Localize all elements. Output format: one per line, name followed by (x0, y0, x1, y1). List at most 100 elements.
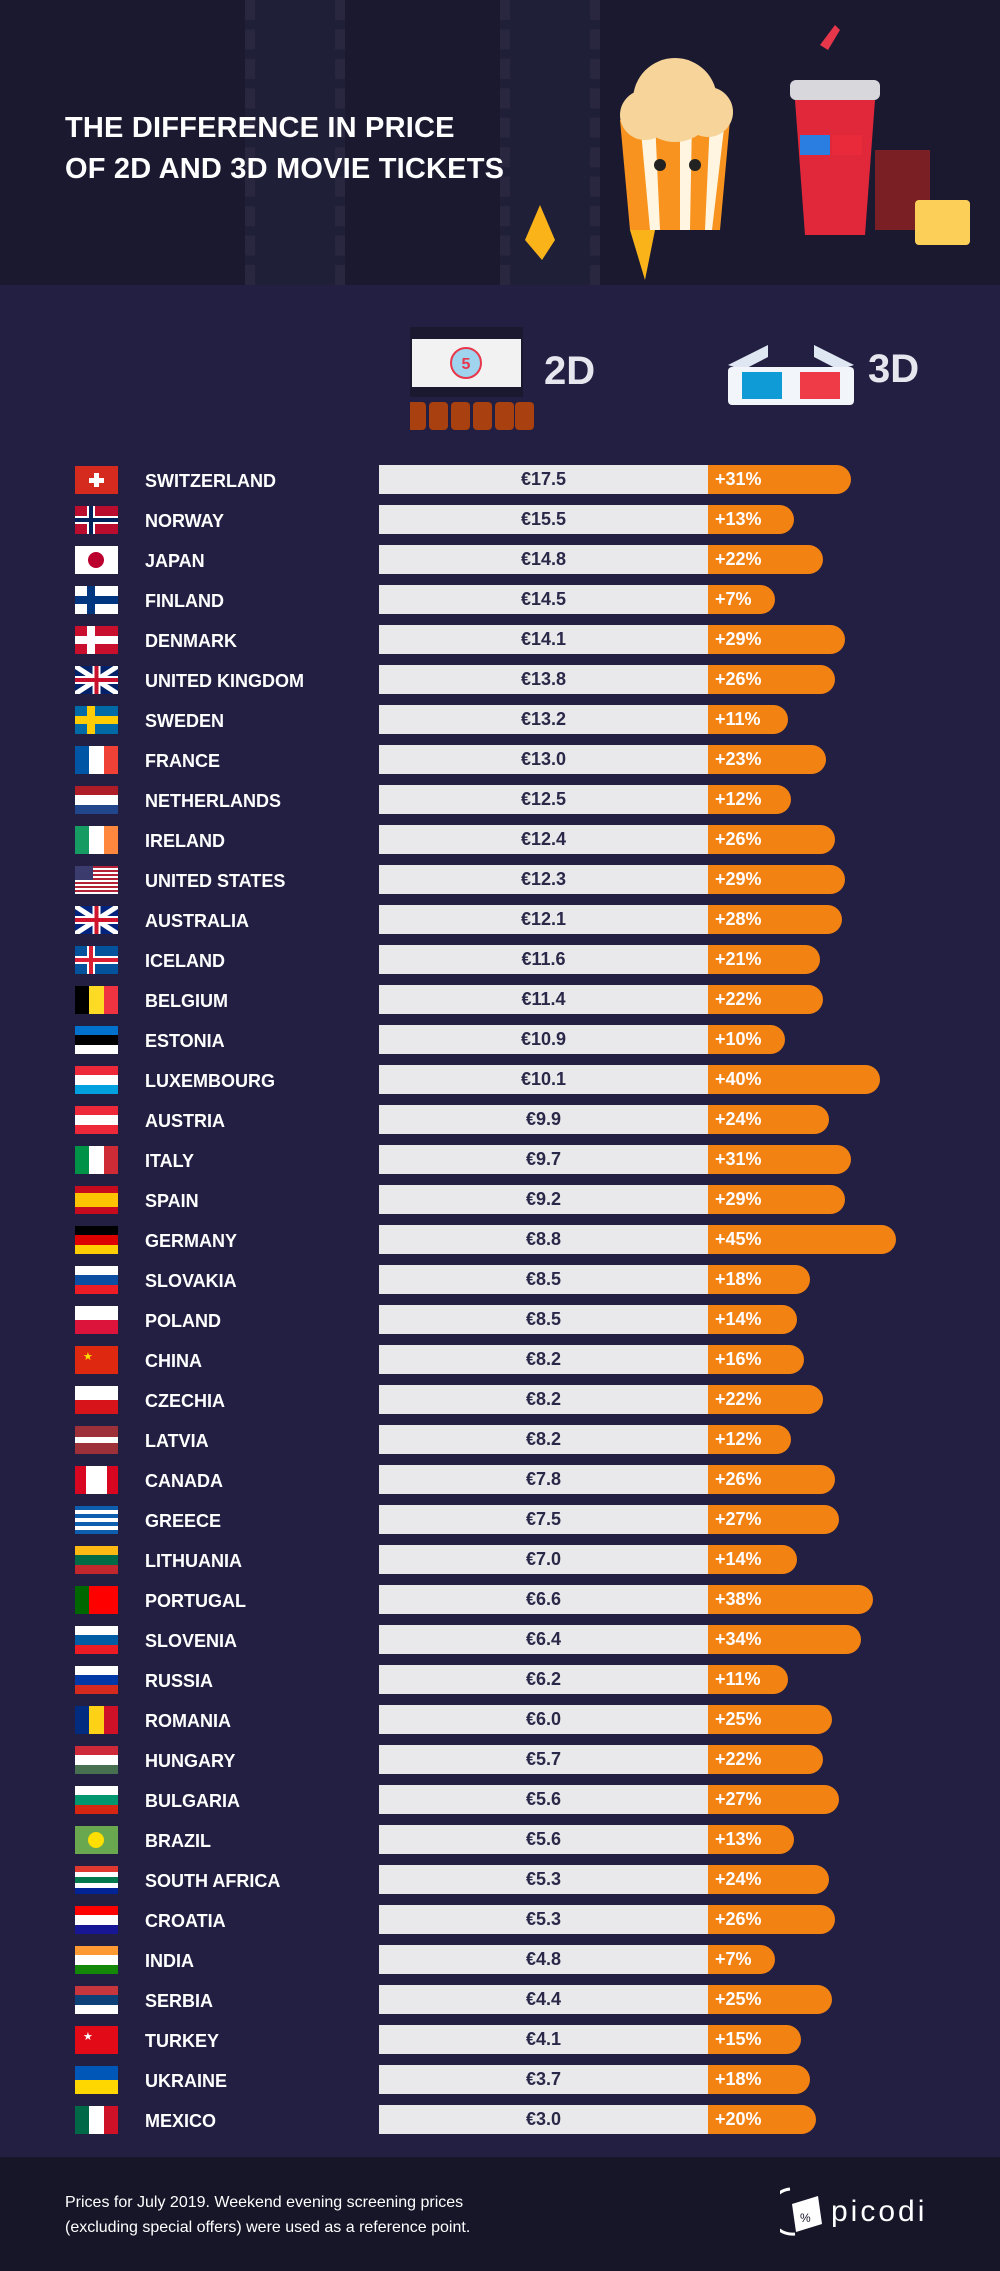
flag-icon (75, 1826, 118, 1854)
table-row: POLAND €8.5 +14% (0, 1305, 1000, 1335)
table-row: SWEDEN €13.2 +11% (0, 705, 1000, 735)
diff-3d-bar: +18% (708, 2065, 811, 2094)
flag-icon (75, 666, 118, 694)
flag-icon (75, 1786, 118, 1814)
flag-icon (75, 1546, 118, 1574)
table-row: SPAIN €9.2 +29% (0, 1185, 1000, 1215)
diff-3d-bar: +12% (708, 1425, 792, 1454)
flag-icon (75, 1226, 118, 1254)
diff-3d-bar: +10% (708, 1025, 785, 1054)
price-2d-bar: €13.2 (379, 705, 708, 734)
price-2d-bar: €6.0 (379, 1705, 708, 1734)
table-row: UNITED STATES €12.3 +29% (0, 865, 1000, 895)
price-2d-bar: €7.0 (379, 1545, 708, 1574)
cinema-screen-icon: 5 (407, 327, 534, 430)
price-2d-bar: €12.3 (379, 865, 708, 894)
table-row: GERMANY €8.8 +45% (0, 1225, 1000, 1255)
flag-icon (75, 1986, 118, 2014)
table-row: FINLAND €14.5 +7% (0, 585, 1000, 615)
table-row: ITALY €9.7 +31% (0, 1145, 1000, 1175)
country-name: LATVIA (145, 1431, 209, 1451)
country-name: BRAZIL (145, 1831, 211, 1851)
table-row: LATVIA €8.2 +12% (0, 1425, 1000, 1455)
country-name: GERMANY (145, 1231, 238, 1251)
table-row: SLOVAKIA €8.5 +18% (0, 1265, 1000, 1295)
table-row: BRAZIL €5.6 +13% (0, 1825, 1000, 1855)
diff-3d-bar: +11% (708, 1665, 788, 1694)
country-name: MEXICO (145, 2111, 217, 2131)
price-2d-bar: €8.2 (379, 1385, 708, 1414)
country-name: DENMARK (145, 631, 237, 651)
svg-text:5: 5 (462, 356, 471, 373)
flag-icon (75, 786, 118, 814)
flag-icon (75, 1866, 118, 1894)
country-name: NETHERLANDS (145, 791, 282, 811)
country-name: LUXEMBOURG (145, 1071, 275, 1091)
table-row: CZECHIA €8.2 +22% (0, 1385, 1000, 1415)
price-2d-bar: €4.4 (379, 1985, 708, 2014)
table-row: LUXEMBOURG €10.1 +40% (0, 1065, 1000, 1095)
diff-3d-bar: +13% (708, 505, 795, 534)
diff-3d-bar: +11% (708, 705, 788, 734)
country-name: RUSSIA (145, 1671, 214, 1691)
flag-icon (75, 1386, 118, 1414)
table-row: ★ CHINA €8.2 +16% (0, 1345, 1000, 1375)
diff-3d-bar: +20% (708, 2105, 817, 2134)
price-2d-bar: €4.1 (379, 2025, 708, 2054)
price-2d-bar: €5.6 (379, 1785, 708, 1814)
table-row: SOUTH AFRICA €5.3 +24% (0, 1865, 1000, 1895)
flag-icon: ★ (75, 1346, 118, 1374)
diff-3d-bar: +13% (708, 1825, 795, 1854)
diff-3d-bar: +25% (708, 1985, 833, 2014)
diff-3d-bar: +24% (708, 1865, 830, 1894)
country-name: SWEDEN (145, 711, 225, 731)
flag-icon (75, 1586, 118, 1614)
country-name: POLAND (145, 1311, 221, 1331)
price-2d-bar: €11.6 (379, 945, 708, 974)
table-row: ★ TURKEY €4.1 +15% (0, 2025, 1000, 2055)
diff-3d-bar: +29% (708, 865, 845, 894)
country-name: BELGIUM (145, 991, 228, 1011)
flag-icon (75, 2106, 118, 2134)
table-row: ROMANIA €6.0 +25% (0, 1705, 1000, 1735)
table-row: LITHUANIA €7.0 +14% (0, 1545, 1000, 1575)
diff-3d-bar: +40% (708, 1065, 880, 1094)
country-name: TURKEY (145, 2031, 220, 2051)
country-name: JAPAN (145, 551, 205, 571)
diff-3d-bar: +15% (708, 2025, 801, 2054)
flag-icon (75, 1506, 118, 1534)
flag-icon (75, 506, 118, 534)
picodi-logo: % picodi (780, 2184, 927, 2239)
legend-3d-label: 3D (868, 347, 920, 391)
svg-text:★: ★ (83, 1351, 93, 1363)
country-name: CHINA (145, 1351, 202, 1371)
price-2d-bar: €13.0 (379, 745, 708, 774)
table-row: NETHERLANDS €12.5 +12% (0, 785, 1000, 815)
country-name: ITALY (145, 1151, 195, 1171)
price-2d-bar: €11.4 (379, 985, 708, 1014)
price-2d-bar: €9.2 (379, 1185, 708, 1214)
country-name: LITHUANIA (145, 1551, 242, 1571)
table-row: AUSTRIA €9.9 +24% (0, 1105, 1000, 1135)
diff-3d-bar: +29% (708, 625, 845, 654)
diff-3d-bar: +16% (708, 1345, 804, 1374)
flag-icon (75, 1906, 118, 1934)
price-2d-bar: €8.2 (379, 1345, 708, 1374)
country-name: GREECE (145, 1511, 222, 1531)
table-row: CANADA €7.8 +26% (0, 1465, 1000, 1495)
diff-3d-bar: +24% (708, 1105, 830, 1134)
country-name: ICELAND (145, 951, 225, 971)
price-2d-bar: €7.5 (379, 1505, 708, 1534)
table-row: JAPAN €14.8 +22% (0, 545, 1000, 575)
flag-icon (75, 746, 118, 774)
diff-3d-bar: +25% (708, 1705, 833, 1734)
title-line-1: THE DIFFERENCE IN PRICE (65, 112, 455, 144)
price-2d-bar: €3.0 (379, 2105, 708, 2134)
table-row: NORWAY €15.5 +13% (0, 505, 1000, 535)
flag-icon (75, 1666, 118, 1694)
flag-icon (75, 1706, 118, 1734)
diff-3d-bar: +31% (708, 465, 852, 494)
table-row: DENMARK €14.1 +29% (0, 625, 1000, 655)
flag-icon (75, 2066, 118, 2094)
diff-3d-bar: +14% (708, 1545, 798, 1574)
